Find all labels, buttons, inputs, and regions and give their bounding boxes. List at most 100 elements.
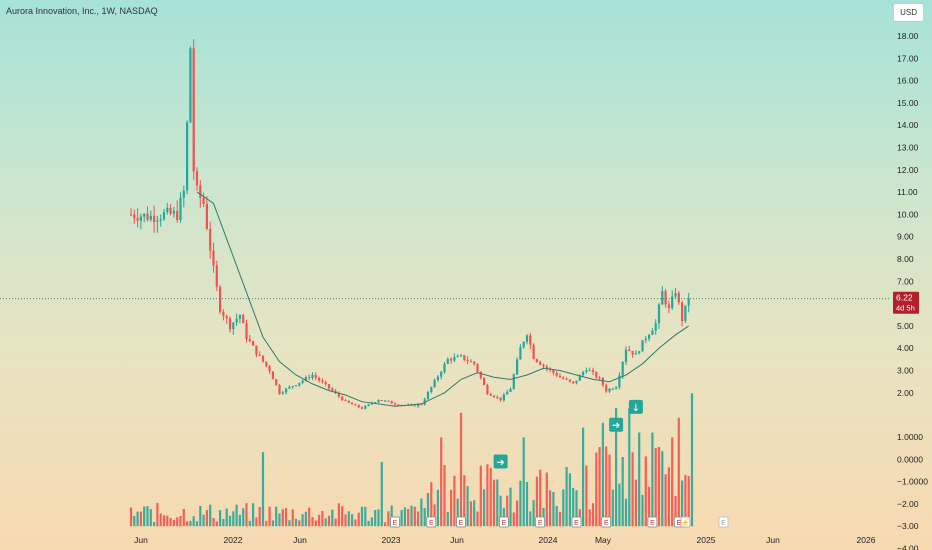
x-tick-label: Jun xyxy=(766,535,780,545)
candle xyxy=(624,349,628,362)
candle xyxy=(169,207,172,214)
volume-bar xyxy=(657,447,661,527)
candle xyxy=(542,364,545,367)
volume-bar xyxy=(228,515,232,527)
candle xyxy=(426,392,430,400)
volume-bar xyxy=(476,511,479,527)
volume-bar xyxy=(149,509,152,527)
volume-bar xyxy=(304,511,307,527)
candle xyxy=(591,370,595,373)
candle xyxy=(347,400,350,403)
volume-bar xyxy=(598,447,601,527)
candle xyxy=(172,210,175,214)
candle xyxy=(255,345,258,355)
candle xyxy=(450,358,453,361)
volume-bar xyxy=(327,515,331,527)
volume-bar xyxy=(205,510,208,527)
volume-bar xyxy=(351,514,354,527)
candle xyxy=(555,372,558,376)
price-badge-countdown: 4d 5h xyxy=(896,304,915,313)
volume-bar xyxy=(624,498,628,527)
volume-bar xyxy=(318,514,321,527)
candle xyxy=(133,214,136,219)
volume-bar xyxy=(367,520,370,527)
event-marker-label: E xyxy=(676,520,681,527)
candle xyxy=(532,344,535,360)
volume-bar xyxy=(232,511,235,527)
candle xyxy=(298,382,301,386)
volume-bar xyxy=(235,504,238,527)
volume-bar xyxy=(486,464,489,527)
volume-bar xyxy=(139,511,142,527)
x-tick-label: 2024 xyxy=(539,535,558,545)
candle xyxy=(252,341,255,346)
event-marker xyxy=(647,516,658,528)
volume-bar xyxy=(582,427,585,527)
candle xyxy=(360,407,364,409)
candle xyxy=(301,380,304,383)
candle xyxy=(631,350,634,355)
volume-bar xyxy=(634,479,637,527)
volume-bar xyxy=(591,503,595,527)
candle xyxy=(176,210,179,221)
volume-bar xyxy=(677,417,680,527)
volume-bar xyxy=(608,454,611,527)
currency-selector[interactable]: USD xyxy=(893,3,924,22)
candle xyxy=(664,291,667,305)
candle xyxy=(671,296,674,309)
event-marker-label: E xyxy=(429,520,434,527)
candle xyxy=(545,366,548,369)
candle xyxy=(324,382,327,385)
candle xyxy=(311,374,314,379)
candle xyxy=(393,403,397,405)
candle xyxy=(387,400,390,402)
volume-bar xyxy=(331,509,334,527)
candle xyxy=(380,400,383,402)
event-marker-label: E xyxy=(574,520,579,527)
candle xyxy=(248,339,251,342)
volume-bar xyxy=(268,506,271,527)
volume-bar xyxy=(275,506,278,527)
candle xyxy=(463,355,466,361)
volume-bar xyxy=(308,507,311,527)
candle xyxy=(499,397,502,401)
candle xyxy=(539,361,542,365)
candle xyxy=(522,341,525,348)
candle xyxy=(341,396,344,401)
candle xyxy=(492,395,496,398)
candle xyxy=(585,370,588,373)
volume-bar xyxy=(681,480,684,527)
x-tick-label: 2022 xyxy=(224,535,243,545)
signal-arrow-icon: ↓ xyxy=(632,403,640,414)
candle xyxy=(410,404,413,406)
volume-bar xyxy=(545,472,548,527)
volume-bar xyxy=(621,456,624,527)
candle xyxy=(605,385,608,392)
candle xyxy=(568,379,571,382)
candle xyxy=(192,48,195,172)
volume-bar xyxy=(377,509,380,527)
candle xyxy=(436,376,439,381)
volume-bar xyxy=(436,489,439,527)
volume-bar xyxy=(661,451,664,527)
y-tick-label: 15.00 xyxy=(897,98,919,108)
candle xyxy=(189,48,192,123)
y-tick-label: 13.00 xyxy=(897,143,919,153)
signal-arrow-icon: ➜ xyxy=(496,458,504,469)
volume-bar xyxy=(143,506,146,527)
volume-bar xyxy=(252,503,255,527)
volume-bar xyxy=(176,517,179,527)
candle xyxy=(268,366,271,372)
volume-bar xyxy=(479,465,482,527)
volume-bar xyxy=(341,506,344,527)
candle xyxy=(354,404,357,406)
candle xyxy=(377,400,380,403)
volume-bar xyxy=(456,498,459,527)
candle xyxy=(601,378,604,386)
volume-bar xyxy=(539,469,542,527)
volume-bar xyxy=(615,408,618,527)
y-tick-label: −2.00 xyxy=(897,499,919,509)
candle xyxy=(552,369,555,373)
candle xyxy=(565,378,568,380)
